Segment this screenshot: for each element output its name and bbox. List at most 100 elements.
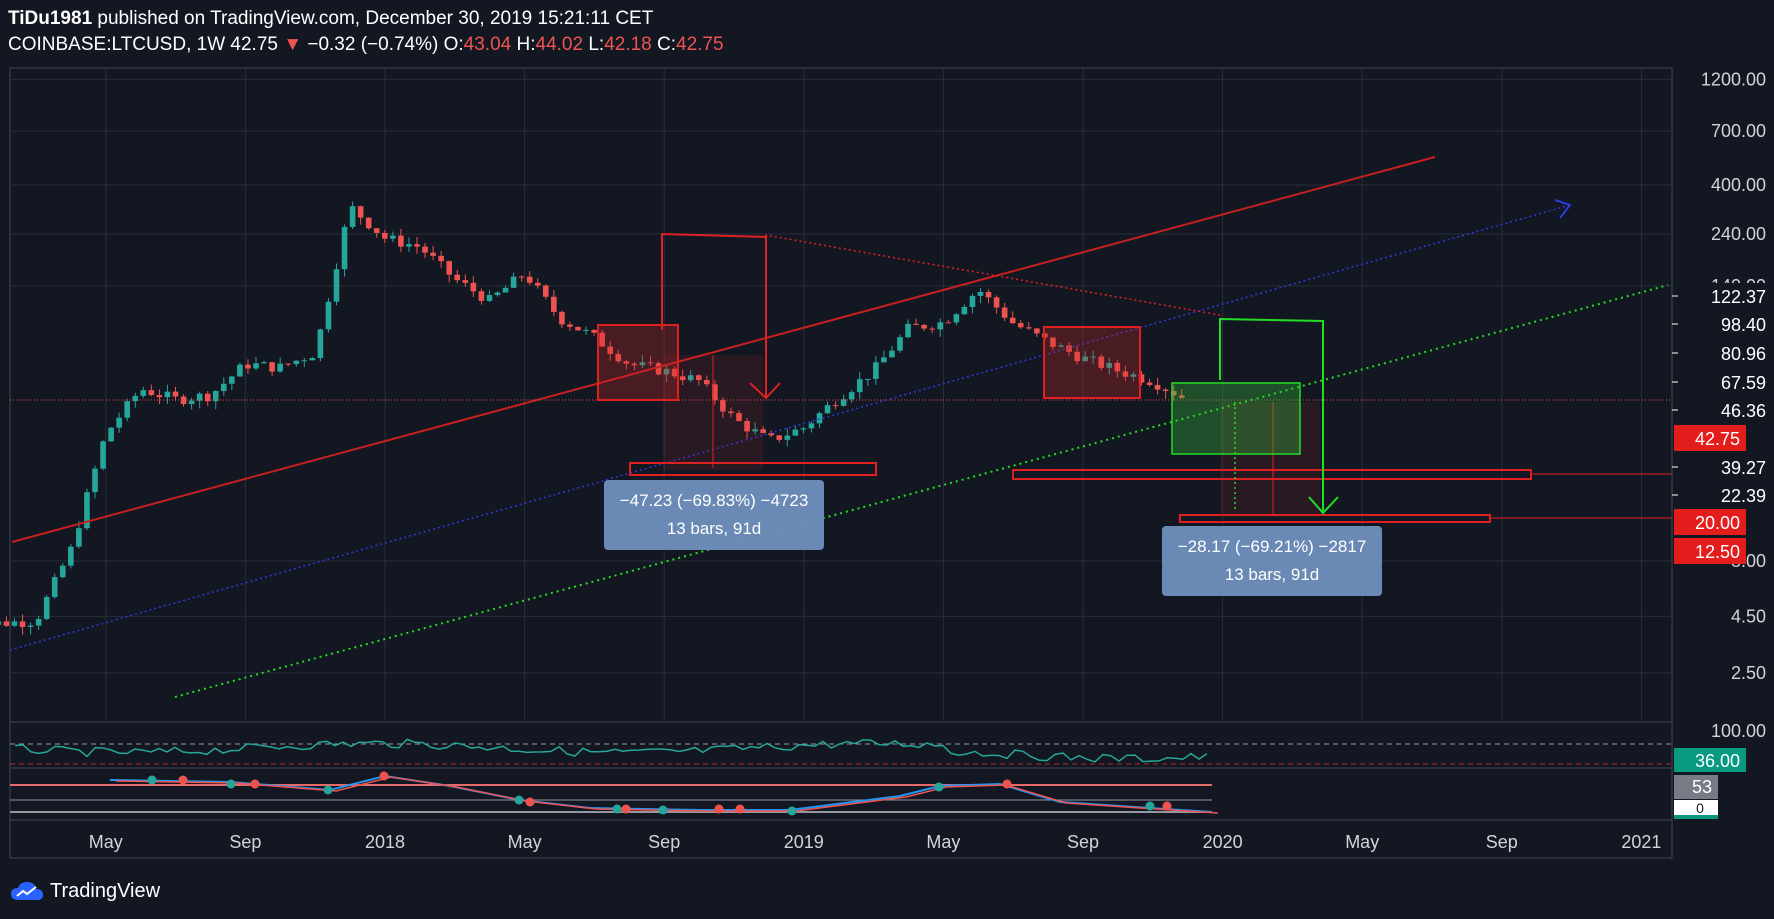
candle-body (373, 228, 380, 233)
candle-body (937, 322, 944, 330)
candle-body (865, 378, 871, 380)
red-zone-box (1043, 326, 1141, 399)
red-dotted-resistance (764, 234, 1221, 316)
candle-body (253, 363, 259, 369)
high-label: H: (516, 34, 536, 55)
candle-body (68, 546, 74, 566)
candle-body (51, 577, 58, 598)
price-marker-label: 22.39 (1721, 486, 1766, 506)
y-tick-label: 1200.00 (1701, 69, 1766, 89)
price-change: −0.32 (−0.74%) (307, 34, 439, 55)
candle-body (1130, 374, 1137, 377)
candle-body (293, 360, 300, 365)
candle-body (760, 429, 766, 433)
candle-body (921, 324, 927, 329)
candle-body (551, 296, 557, 312)
candle-body (446, 261, 452, 275)
candle-body (695, 375, 702, 381)
x-tick-label: May (1345, 832, 1379, 852)
candle-body (1178, 395, 1185, 398)
price-marker-badge (1674, 509, 1746, 535)
candle-body (792, 429, 799, 436)
candle-body (478, 291, 485, 301)
candle-body (108, 427, 114, 442)
stoch-zero-label: 0 (1696, 800, 1704, 816)
author-name[interactable]: TiDu1981 (8, 8, 93, 29)
candle-body (856, 379, 863, 393)
candle-body (180, 396, 187, 405)
stoch-cross-dot (226, 779, 236, 789)
candle-body (615, 353, 622, 362)
footer-brand[interactable]: TradingView (10, 876, 160, 906)
price-chart[interactable]: May Sep 2018 May Sep 2019 May Sep 2020 May Sep 2021… (0, 0, 1774, 870)
stoch-green-strip (1674, 815, 1718, 819)
price-marker-badge (1674, 425, 1746, 451)
candle-body (953, 314, 960, 323)
price-marker-badge (1674, 311, 1770, 337)
candle-body (1001, 307, 1008, 318)
candle-body (1122, 371, 1129, 377)
open-value: 43.04 (463, 34, 512, 55)
stoch-cross-dot (612, 804, 622, 814)
candle-body (873, 362, 879, 379)
candle-body (333, 269, 340, 302)
candle-body (687, 375, 694, 381)
publish-line: TiDu1981 published on TradingView.com, D… (8, 6, 1708, 32)
candle-body (1034, 328, 1040, 334)
candle-body (824, 405, 831, 414)
candle-body (712, 384, 718, 401)
candle-body (800, 428, 807, 430)
stoch-cross-dot (514, 795, 524, 805)
candle-body (720, 400, 726, 412)
stoch-cross-dot (658, 805, 668, 815)
candle-body (317, 329, 324, 359)
candle-body (237, 364, 243, 377)
blue-arrow-head-icon (1554, 199, 1572, 219)
candle-body (969, 295, 976, 308)
price-marker-label: 12.50 (1695, 542, 1740, 562)
price-marker-label: 122.37 (1711, 287, 1766, 307)
candle-body (0, 621, 2, 625)
candle-body (1146, 382, 1153, 385)
chart-header: TiDu1981 published on TradingView.com, D… (8, 6, 1708, 58)
candle-body (132, 395, 139, 402)
candle-body (3, 621, 10, 626)
x-tick-label: Sep (229, 832, 261, 852)
red-trendline (11, 156, 1436, 543)
candle-body (325, 301, 332, 330)
candle-body (309, 358, 316, 361)
candle-body (1090, 356, 1096, 358)
candle-body (454, 274, 461, 281)
candle-body (269, 362, 275, 372)
price-markers: 122.37 98.40 80.96 67.59 46.36 42.75 39.27 22.3… (1672, 283, 1770, 564)
candle-body (100, 441, 106, 469)
candle-body (543, 285, 549, 297)
candle-body (196, 393, 203, 401)
candle-body (993, 297, 1000, 308)
candle-body (341, 226, 348, 270)
stoch-cross-dot (250, 779, 260, 789)
candle-body (848, 392, 855, 400)
stoch-cross-dot (147, 775, 157, 785)
candle-body (470, 282, 477, 292)
candle-body (1009, 317, 1016, 324)
red-zone-box (597, 324, 679, 401)
symbol-label[interactable]: COINBASE:LTCUSD, 1W (8, 34, 226, 55)
candle-body (390, 235, 396, 239)
candle-body (438, 255, 444, 262)
candle-body (881, 357, 887, 363)
candle-body (229, 376, 235, 384)
candle-body (559, 311, 565, 325)
close-label: C: (657, 34, 677, 55)
x-tick-label: May (89, 832, 123, 852)
candle-body (462, 280, 469, 283)
candle-body (11, 621, 18, 626)
candle-body (84, 492, 90, 529)
candle-body (744, 420, 750, 432)
stoch-cross-dot (178, 775, 188, 785)
candle-body (655, 363, 662, 375)
stoch-cross-dot (934, 782, 944, 792)
price-marker-label: 39.27 (1721, 458, 1766, 478)
y-tick-label: 700.00 (1711, 121, 1766, 141)
candle-body (382, 232, 388, 239)
